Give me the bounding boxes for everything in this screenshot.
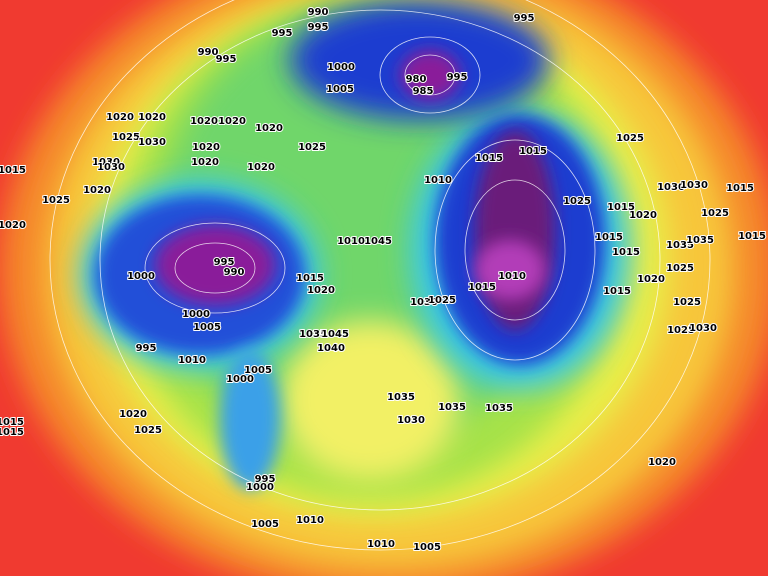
pressure-label: 1000 <box>127 271 155 282</box>
pressure-label: 1020 <box>637 274 665 285</box>
pressure-label: 1035 <box>299 329 327 340</box>
pressure-label: 1025 <box>666 263 694 274</box>
pressure-label: 1035 <box>485 403 513 414</box>
pressure-label: 1025 <box>112 132 140 143</box>
pressure-label: 1025 <box>42 195 70 206</box>
pressure-label: 1020 <box>247 162 275 173</box>
pressure-label: 995 <box>136 343 157 354</box>
pressure-label: 1020 <box>83 185 111 196</box>
pressure-label: 1025 <box>667 325 695 336</box>
pressure-label: 1035 <box>387 392 415 403</box>
pressure-label: 1020 <box>192 142 220 153</box>
pressure-label: 1030 <box>410 297 438 308</box>
pressure-label: 1015 <box>738 231 766 242</box>
pressure-label: 985 <box>413 86 434 97</box>
pressure-label: 1020 <box>191 157 219 168</box>
pressure-label: 1010 <box>367 539 395 550</box>
pressure-label: 1000 <box>327 62 355 73</box>
pressure-label: 995 <box>255 474 276 485</box>
pressure-label: 1020 <box>0 220 26 231</box>
pressure-label: 1030 <box>680 180 708 191</box>
pressure-label: 1005 <box>193 322 221 333</box>
pressure-label: 1005 <box>251 519 279 530</box>
pressure-label: 1025 <box>134 425 162 436</box>
pressure-label: 1035 <box>666 240 694 251</box>
pressure-label: 1015 <box>595 232 623 243</box>
pressure-label: 1025 <box>428 295 456 306</box>
pressure-label: 1015 <box>475 153 503 164</box>
pressure-label: 1020 <box>648 457 676 468</box>
pressure-label: 1035 <box>686 235 714 246</box>
pressure-label: 1010 <box>296 515 324 526</box>
pressure-label: 1030 <box>657 182 685 193</box>
pressure-label: 990 <box>308 7 329 18</box>
isobars <box>49 0 711 551</box>
pressure-label: 1010 <box>337 236 365 247</box>
pressure-label: 1030 <box>397 415 425 426</box>
pressure-label: 1015 <box>519 146 547 157</box>
pressure-label: 1020 <box>190 116 218 127</box>
pressure-label: 1045 <box>364 236 392 247</box>
pressure-label: 1010 <box>178 355 206 366</box>
pressure-label: 1030 <box>97 162 125 173</box>
pressure-label: 1010 <box>498 271 526 282</box>
pressure-label: 1005 <box>326 84 354 95</box>
pressure-label: 1025 <box>298 142 326 153</box>
pressure-label: 1035 <box>438 402 466 413</box>
pressure-label: 995 <box>272 28 293 39</box>
pressure-label: 1015 <box>603 286 631 297</box>
pressure-label: 1020 <box>218 116 246 127</box>
pressure-label: 1030 <box>138 137 166 148</box>
pressure-label: 995 <box>447 72 468 83</box>
pressure-label: 1015 <box>726 183 754 194</box>
pressure-label: 1020 <box>629 210 657 221</box>
pressure-label: 990 <box>198 47 219 58</box>
pressure-label: 1005 <box>413 542 441 553</box>
pressure-label: 1020 <box>119 409 147 420</box>
pressure-label: 995 <box>514 13 535 24</box>
pressure-label: 1025 <box>563 196 591 207</box>
pressure-label: 1045 <box>321 329 349 340</box>
pressure-label: 990 <box>224 267 245 278</box>
pressure-label: 1010 <box>424 175 452 186</box>
pressure-label: 980 <box>406 74 427 85</box>
pressure-label: 1015 <box>468 282 496 293</box>
pressure-label: 1020 <box>138 112 166 123</box>
pressure-label: 995 <box>308 22 329 33</box>
pressure-label: 1040 <box>317 343 345 354</box>
pressure-label: 995 <box>214 257 235 268</box>
pressure-label: 1015 <box>612 247 640 258</box>
pressure-label: 1025 <box>616 133 644 144</box>
pressure-label: 1025 <box>673 297 701 308</box>
pressure-label: 1020 <box>106 112 134 123</box>
pressure-label: 1005 <box>244 365 272 376</box>
pressure-label: 1020 <box>307 285 335 296</box>
pressure-label: 1000 <box>182 309 210 320</box>
pressure-label: 1020 <box>255 123 283 134</box>
pressure-label: 1000 <box>226 374 254 385</box>
pressure-label: 995 <box>216 54 237 65</box>
pressure-label: 1025 <box>701 208 729 219</box>
pressure-label: 1015 <box>0 427 24 438</box>
pressure-label: 1030 <box>92 157 120 168</box>
pressure-label: 1015 <box>0 417 24 428</box>
pressure-label: 1015 <box>296 273 324 284</box>
pressure-label: 1015 <box>0 165 26 176</box>
pressure-label: 1015 <box>607 202 635 213</box>
pressure-label: 1030 <box>689 323 717 334</box>
pressure-label: 1000 <box>246 482 274 493</box>
